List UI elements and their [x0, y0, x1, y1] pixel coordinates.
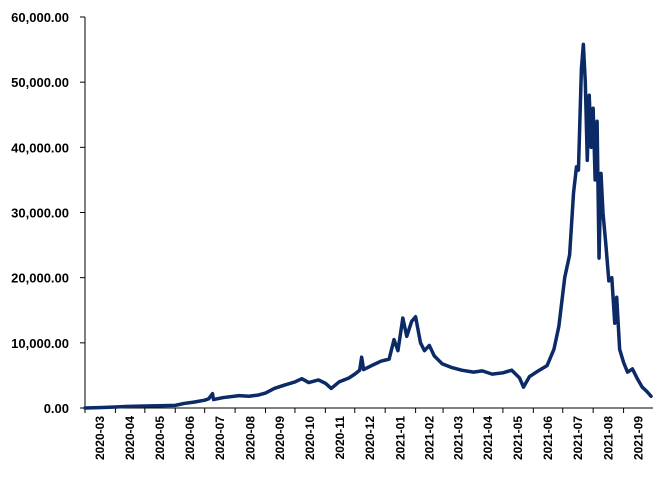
y-tick-label: 10,000.00 [11, 336, 69, 351]
x-tick-label: 2020-09 [273, 416, 287, 460]
x-tick-label: 2020-12 [363, 416, 377, 460]
x-tick-label: 2020-04 [123, 416, 137, 460]
x-tick-label: 2020-06 [183, 416, 197, 460]
y-tick-label: 0.00 [44, 401, 69, 416]
x-tick-label: 2021-06 [541, 416, 555, 460]
y-tick-label: 60,000.00 [11, 10, 69, 25]
x-tick-label: 2020-11 [333, 416, 347, 460]
series-layer [83, 42, 653, 410]
x-axis: 2020-03 2020-04 2020-05 2020-06 2020-07 2020-… [84, 407, 653, 460]
y-tick-label: 50,000.00 [11, 75, 69, 90]
x-tick-label: 2020-03 [93, 416, 107, 460]
x-tick-label: 2021-05 [511, 416, 525, 460]
x-tick-label: 2021-08 [601, 416, 615, 460]
x-tick-label: 2021-03 [451, 416, 465, 460]
x-tick-label: 2021-09 [631, 416, 645, 460]
y-axis: 0.00 10,000.00 20,000.00 30,000.00 40,000.00… [11, 10, 86, 416]
x-tick-label: 2021-07 [571, 416, 585, 460]
x-tick-label: 2020-10 [303, 416, 317, 460]
x-tick-label: 2021-04 [481, 416, 495, 460]
x-tick-label: 2020-07 [213, 416, 227, 460]
x-tick-label: 2021-01 [393, 416, 407, 460]
y-tick-label: 40,000.00 [11, 140, 69, 155]
y-tick-label: 30,000.00 [11, 206, 69, 221]
y-tick-label: 20,000.00 [11, 271, 69, 286]
x-tick-label: 2020-08 [243, 416, 257, 460]
x-tick-label: 2021-02 [422, 416, 436, 460]
series-line [83, 42, 653, 410]
x-tick-label: 2020-05 [153, 416, 167, 460]
